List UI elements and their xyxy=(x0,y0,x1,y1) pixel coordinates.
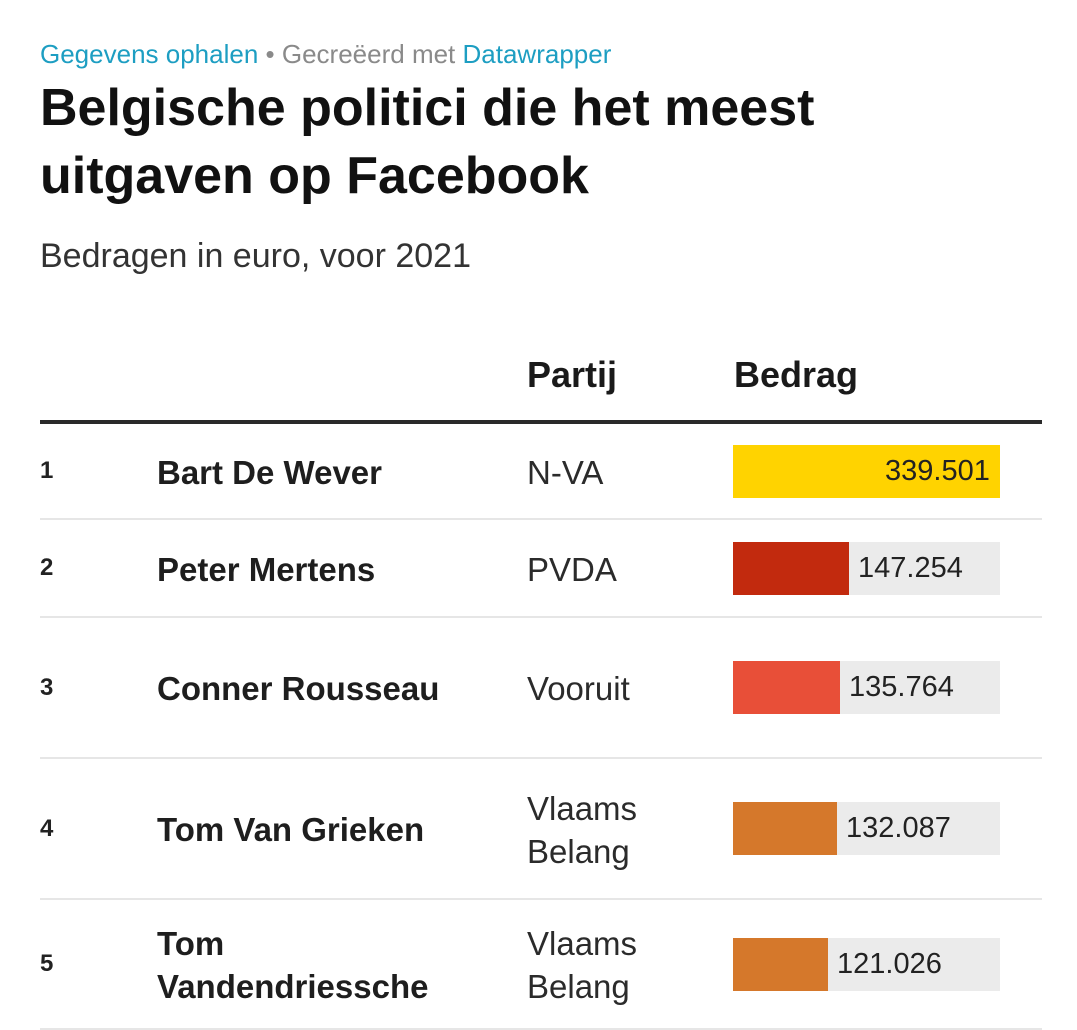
party-cell: Vlaams Belang xyxy=(527,789,638,870)
amount-bar xyxy=(733,661,840,714)
table-row: 1 Bart De Wever N-VA 339.501 xyxy=(40,424,1042,520)
source-line: Gegevens ophalen • Gecreëerd met Datawra… xyxy=(40,38,611,70)
created-with-text: Gecreëerd met xyxy=(281,39,456,69)
party-cell: Vooruit xyxy=(527,670,630,707)
table-row: 3 Conner Rousseau Vooruit 135.764 xyxy=(40,618,1042,759)
amount-label: 135.764 xyxy=(849,671,954,703)
get-data-link[interactable]: Gegevens ophalen xyxy=(40,39,259,69)
chart-page: Gegevens ophalen • Gecreëerd met Datawra… xyxy=(40,0,1042,1030)
party-cell: PVDA xyxy=(527,550,617,588)
amount-bar-track: 135.764 xyxy=(733,661,1000,714)
party-cell: N-VA xyxy=(527,453,604,491)
amount-bar-track: 147.254 xyxy=(733,541,1000,595)
amount-bar-track: 132.087 xyxy=(733,802,1000,855)
amount-label: 132.087 xyxy=(846,812,951,844)
amount-label: 339.501 xyxy=(885,454,990,487)
rank-cell: 3 xyxy=(40,673,54,701)
datawrapper-link[interactable]: Datawrapper xyxy=(462,39,612,69)
table-row: 2 Peter Mertens PVDA 147.254 xyxy=(40,520,1042,618)
rank-cell: 5 xyxy=(40,950,54,977)
name-cell: Tom Vandendriessche xyxy=(157,925,429,1005)
chart-subtitle: Bedragen in euro, voor 2021 xyxy=(40,237,471,275)
name-cell: Conner Rousseau xyxy=(157,670,440,707)
amount-bar xyxy=(733,541,849,595)
header-divider xyxy=(40,420,1042,424)
amount-bar xyxy=(733,444,1000,498)
amount-bar-track: 121.026 xyxy=(733,937,1000,991)
amount-label: 147.254 xyxy=(858,551,963,584)
amount-bar-track: 339.501 xyxy=(733,444,1000,498)
chart-title: Belgische politici die het meest uitgave… xyxy=(40,79,815,205)
party-cell: Vlaams Belang xyxy=(527,925,638,1005)
name-cell: Tom Van Grieken xyxy=(157,811,425,848)
rank-cell: 1 xyxy=(40,457,54,484)
amount-bar xyxy=(733,802,837,855)
rank-cell: 2 xyxy=(40,554,54,581)
amount-bar xyxy=(733,937,828,991)
table-row: 4 Tom Van Grieken Vlaams Belang 132.087 xyxy=(40,759,1042,900)
column-header-amount[interactable]: Bedrag xyxy=(734,354,859,395)
column-header-party[interactable]: Partij xyxy=(527,354,618,395)
name-cell: Peter Mertens xyxy=(157,550,376,588)
amount-label: 121.026 xyxy=(837,947,942,980)
name-cell: Bart De Wever xyxy=(157,453,382,491)
separator-dot: • xyxy=(265,39,275,69)
table-row: 5 Tom Vandendriessche Vlaams Belang 121.026 xyxy=(40,900,1042,1030)
rank-cell: 4 xyxy=(40,814,54,842)
